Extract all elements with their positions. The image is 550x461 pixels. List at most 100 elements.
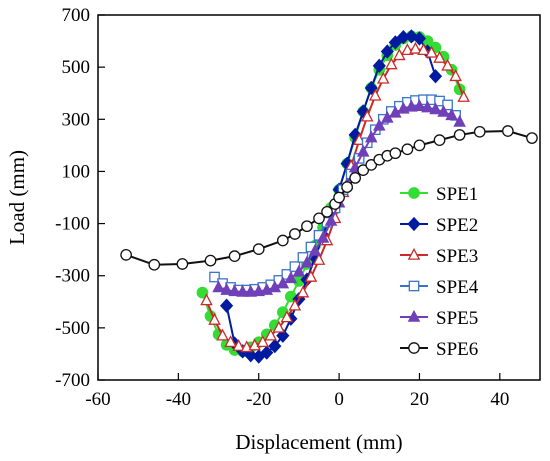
data-point xyxy=(260,345,274,360)
legend-label: SPE2 xyxy=(436,215,478,236)
x-tick-label: 0 xyxy=(334,389,344,410)
legend-label: SPE3 xyxy=(436,246,478,267)
data-point xyxy=(252,243,265,255)
data-point xyxy=(421,100,434,113)
data-point xyxy=(453,129,466,141)
data-point xyxy=(502,125,514,137)
data-point xyxy=(308,243,322,256)
data-point xyxy=(200,293,213,306)
data-point xyxy=(428,69,443,84)
series-layer xyxy=(120,29,538,364)
legend-marker xyxy=(407,247,421,260)
data-point xyxy=(304,269,318,282)
plot-frame xyxy=(97,14,541,381)
data-point xyxy=(389,147,402,160)
data-point xyxy=(264,328,278,341)
data-point xyxy=(352,133,366,145)
y-tick-label: 300 xyxy=(62,109,91,130)
data-point xyxy=(212,280,225,293)
data-point xyxy=(196,286,209,299)
legend-marker xyxy=(407,309,421,322)
data-point xyxy=(401,143,414,156)
x-tick-label: -60 xyxy=(85,389,110,410)
data-point xyxy=(429,102,442,115)
legend-entry-spe5: SPE5 xyxy=(400,308,478,329)
y-tick-label: -300 xyxy=(55,266,90,287)
data-point xyxy=(268,280,282,293)
data-point xyxy=(256,335,270,348)
data-point xyxy=(441,58,454,71)
data-point xyxy=(413,99,426,112)
data-point xyxy=(357,164,370,176)
y-axis-title: Load (mm) xyxy=(5,150,29,245)
y-tick-label: 500 xyxy=(62,57,91,78)
ticks-layer: -60 -40 -20 0 20 40 -700 -500 -300 -100 100 300 500 7… xyxy=(55,5,509,410)
data-point xyxy=(526,132,538,144)
data-point xyxy=(401,43,414,56)
data-point xyxy=(148,258,161,271)
data-point xyxy=(236,284,249,297)
data-point xyxy=(437,104,450,117)
data-point xyxy=(349,172,362,184)
data-point xyxy=(360,109,374,122)
data-point xyxy=(442,99,453,111)
data-point xyxy=(457,90,470,102)
data-point xyxy=(252,284,266,297)
y-tick-label: -700 xyxy=(55,370,90,391)
data-point xyxy=(413,139,426,152)
data-point xyxy=(276,234,289,247)
data-point xyxy=(473,125,486,138)
legend-label: SPE5 xyxy=(436,308,478,329)
data-point xyxy=(445,108,458,121)
legend-label: SPE4 xyxy=(436,277,479,298)
data-point xyxy=(333,191,345,204)
legend-marker xyxy=(407,216,421,232)
data-point xyxy=(453,114,466,127)
data-point xyxy=(120,249,132,261)
data-point xyxy=(417,43,430,56)
data-point xyxy=(364,130,378,143)
data-point xyxy=(324,213,338,226)
data-point xyxy=(313,212,325,225)
x-tick-label: 40 xyxy=(490,389,509,410)
data-point xyxy=(433,50,446,63)
data-point xyxy=(284,271,298,284)
data-point xyxy=(433,134,446,146)
legend-marker xyxy=(408,342,420,354)
series-spe6 xyxy=(120,125,538,271)
data-point xyxy=(300,255,314,268)
data-point xyxy=(341,181,353,193)
series-spe3 xyxy=(200,41,470,353)
data-point xyxy=(356,144,370,157)
legend: SPE1 SPE2 SPE3 SPE4 SPE5 SPE6 xyxy=(400,184,479,360)
x-tick-label: 20 xyxy=(410,389,429,410)
data-point xyxy=(449,69,462,82)
legend-marker xyxy=(408,280,420,292)
data-point xyxy=(388,35,402,50)
data-point xyxy=(228,284,241,297)
data-point xyxy=(385,57,398,70)
legend-label: SPE1 xyxy=(436,184,478,205)
data-point xyxy=(209,271,220,283)
data-point xyxy=(219,298,234,313)
data-point xyxy=(380,44,394,59)
legend-entry-spe2: SPE2 xyxy=(400,215,478,236)
y-tick-label: 700 xyxy=(62,5,91,26)
y-tick-label: -100 xyxy=(55,214,90,235)
data-point xyxy=(321,205,333,218)
data-point xyxy=(365,159,378,171)
data-point xyxy=(244,284,257,297)
legend-marker xyxy=(408,187,420,199)
y-tick-label: 100 xyxy=(62,161,91,182)
data-point xyxy=(208,312,221,325)
data-point xyxy=(368,88,382,101)
data-point xyxy=(405,99,418,112)
legend-label: SPE6 xyxy=(436,339,478,360)
data-point xyxy=(289,228,301,240)
data-point xyxy=(248,338,261,351)
data-point xyxy=(404,29,419,44)
data-point xyxy=(372,58,386,73)
data-point xyxy=(176,258,189,270)
legend-entry-spe4: SPE4 xyxy=(400,277,479,298)
data-point xyxy=(312,252,326,265)
